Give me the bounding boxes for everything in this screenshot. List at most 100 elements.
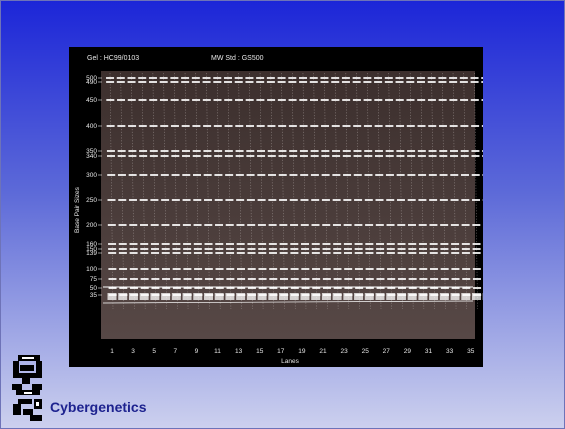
x-tick-label: 15 (256, 348, 264, 355)
primer-band (311, 293, 321, 300)
gel-band (376, 278, 385, 280)
gel-band (428, 150, 437, 152)
gel-band (279, 243, 288, 245)
gel-band (106, 150, 115, 152)
gel-band (247, 278, 256, 280)
gel-band (354, 224, 363, 226)
gel-band (419, 278, 428, 280)
primer-band (257, 293, 267, 300)
gel-band (266, 81, 275, 83)
gel-band (398, 287, 407, 289)
gel-band (342, 150, 351, 152)
gel-band (299, 99, 308, 101)
x-tick-label: 7 (173, 348, 177, 355)
gel-band (343, 199, 352, 201)
gel-band (256, 77, 265, 79)
gel-band (310, 99, 319, 101)
gel-band (236, 252, 245, 254)
gel-band (460, 174, 469, 176)
gel-band (407, 199, 416, 201)
gel-band (342, 99, 351, 101)
gel-band (225, 174, 234, 176)
gel-band (215, 248, 224, 250)
gel-band (363, 125, 372, 127)
gel-band (172, 248, 181, 250)
gel-band (482, 150, 483, 152)
gel-band (427, 77, 436, 79)
gel-band (385, 174, 394, 176)
gel-band (237, 287, 246, 289)
gel-band (440, 278, 449, 280)
x-tick-label: 35 (467, 348, 475, 355)
y-tick-label: 400 (86, 123, 97, 130)
gel-band (118, 248, 127, 250)
gel-band (256, 99, 265, 101)
gel-band (290, 278, 299, 280)
gel-band (333, 268, 342, 270)
gel-image-panel: Gel : HC99/0103 MW Std : GS500 Base Pair… (69, 47, 483, 367)
gel-band (181, 81, 190, 83)
gel-band (162, 287, 171, 289)
gel-band (108, 252, 117, 254)
gel-band (397, 224, 406, 226)
gel-band (117, 174, 126, 176)
primer-band (118, 293, 128, 300)
y-tick-label: 450 (86, 97, 97, 104)
gel-band (482, 174, 483, 176)
gel-band (107, 174, 116, 176)
gel-id-label: Gel : HC99/0103 (87, 55, 139, 62)
gel-band (215, 224, 224, 226)
gel-band (386, 199, 395, 201)
gel-band (451, 287, 460, 289)
gel-band (223, 77, 232, 79)
gel-band (332, 150, 341, 152)
gel-band (247, 287, 256, 289)
primer-band (343, 293, 353, 300)
x-tick-label: 21 (319, 348, 327, 355)
gel-band (429, 224, 438, 226)
gel-band (301, 268, 310, 270)
gel-band (301, 248, 310, 250)
gel-band (193, 243, 202, 245)
gel-band (430, 287, 439, 289)
gel-band (376, 248, 385, 250)
gel-band (203, 125, 212, 127)
gel-band (460, 155, 469, 157)
gel-band (322, 248, 331, 250)
gel-band (471, 150, 480, 152)
gel-band (140, 268, 149, 270)
gel-band (365, 287, 374, 289)
gel-band (419, 252, 428, 254)
gel-band (309, 81, 318, 83)
gel-band (459, 77, 468, 79)
gel-band (408, 243, 417, 245)
gel-band (235, 155, 244, 157)
gel-band (258, 252, 267, 254)
gel-band (462, 278, 471, 280)
gel-band (310, 150, 319, 152)
gel-band (129, 268, 138, 270)
gel-band (429, 243, 438, 245)
gel-band (385, 99, 394, 101)
primer-band (225, 293, 235, 300)
gel-band (289, 150, 298, 152)
gel-band (321, 199, 330, 201)
gel-band (139, 224, 148, 226)
gel-band (417, 150, 426, 152)
gel-band (194, 278, 203, 280)
gel-band (183, 248, 192, 250)
y-tick-label: 35 (90, 292, 98, 299)
gel-band (161, 252, 170, 254)
gel-band (344, 287, 353, 289)
gel-band (108, 248, 117, 250)
gel-band (246, 174, 255, 176)
gel-band (320, 77, 329, 79)
gel-band (204, 199, 213, 201)
gel-band (161, 199, 170, 201)
gel-band (172, 287, 181, 289)
gel-band (331, 77, 340, 79)
gel-band (108, 268, 117, 270)
gel-band (202, 77, 211, 79)
gel-band (235, 174, 244, 176)
gel-band (472, 278, 481, 280)
